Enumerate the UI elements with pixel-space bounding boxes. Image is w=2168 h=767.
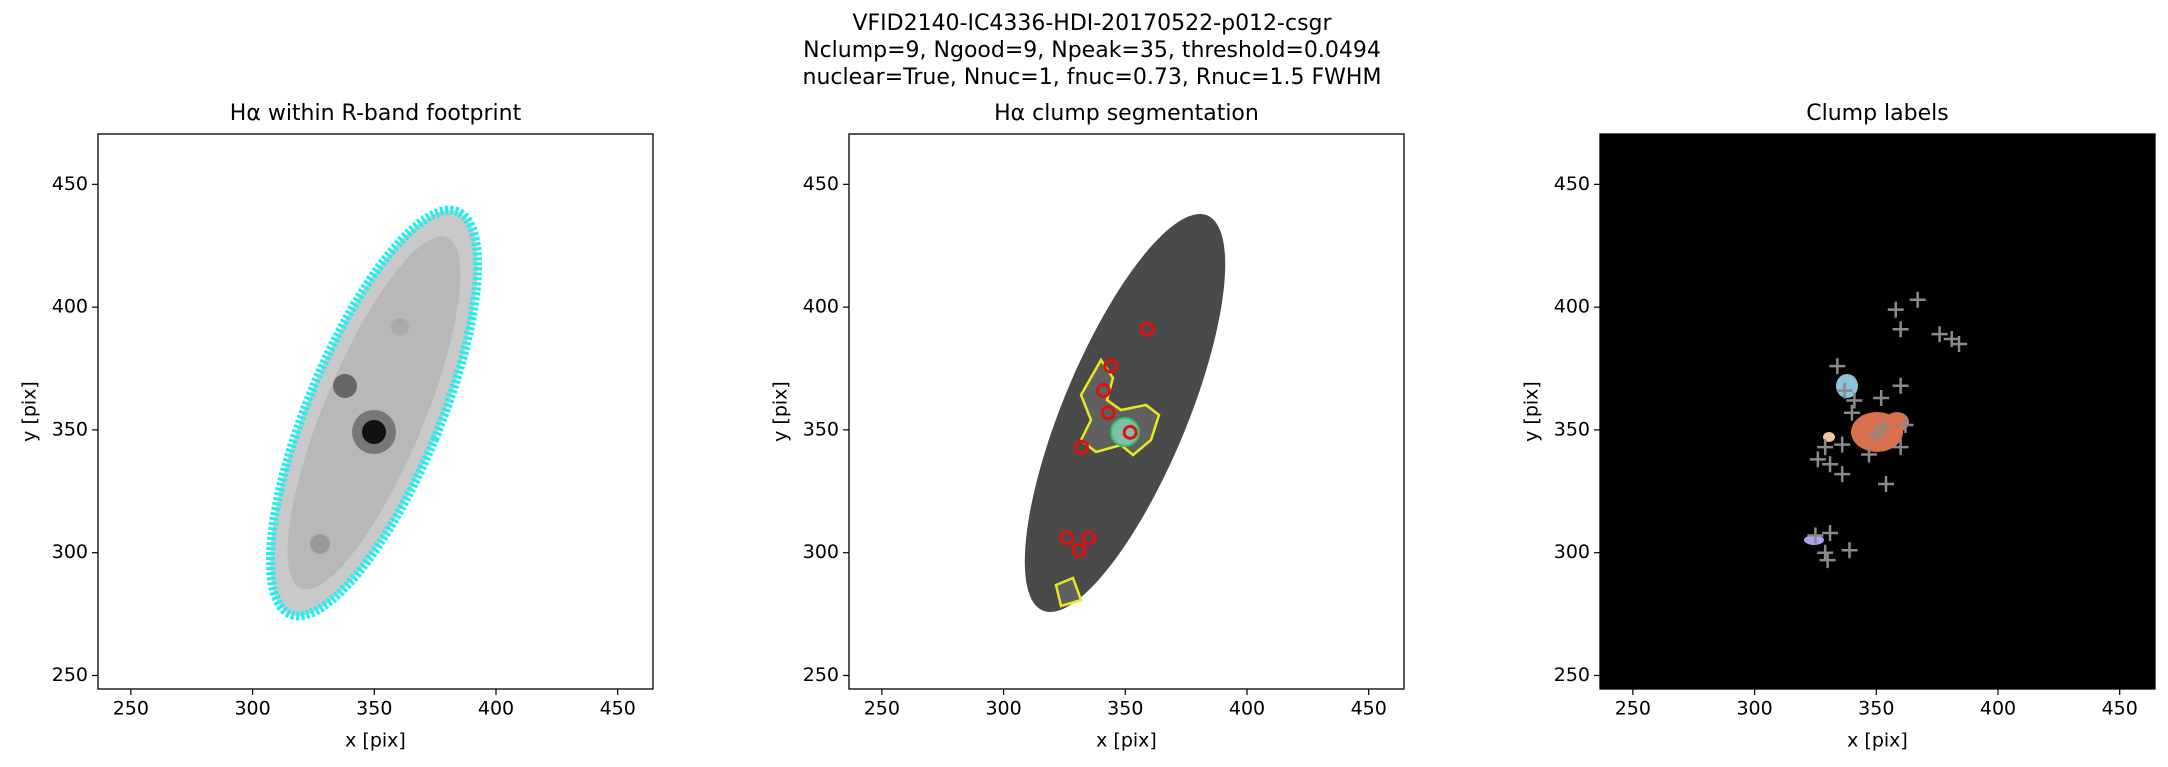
x-tick-label: 250 bbox=[1615, 698, 1651, 720]
x-tick-label: 350 bbox=[1858, 698, 1894, 720]
x-tick-label: 450 bbox=[2102, 698, 2138, 720]
peak-marker bbox=[1860, 446, 1877, 463]
peak-marker bbox=[1843, 404, 1860, 421]
y-tick-label: 250 bbox=[1554, 664, 1590, 686]
y-tick-label: 350 bbox=[1554, 418, 1590, 440]
clump-marker bbox=[1100, 405, 1116, 421]
clump-marker bbox=[1073, 439, 1089, 455]
x-tick-label: 400 bbox=[1980, 698, 2016, 720]
y-tick-label: 300 bbox=[803, 541, 839, 563]
axes-frame bbox=[97, 133, 654, 690]
peak-marker bbox=[1846, 392, 1863, 409]
peak-marker bbox=[1892, 321, 1909, 338]
peak-marker bbox=[1822, 456, 1839, 473]
y-tick-label: 350 bbox=[52, 418, 88, 440]
peak-marker bbox=[1834, 466, 1851, 483]
axes-frame bbox=[848, 133, 1405, 690]
peak-marker bbox=[1809, 451, 1826, 468]
clump-marker bbox=[1059, 530, 1075, 546]
y-tick-label: 250 bbox=[803, 664, 839, 686]
peak-marker bbox=[1873, 389, 1890, 406]
peak-marker bbox=[1834, 436, 1851, 453]
x-axis-label: x [pix] bbox=[1847, 730, 1908, 752]
image bbox=[1600, 134, 2155, 689]
x-tick-label: 300 bbox=[1736, 698, 1772, 720]
y-axis-label: y [pix] bbox=[1521, 381, 1543, 442]
peak-marker bbox=[1819, 552, 1836, 569]
y-axis-label: y [pix] bbox=[770, 381, 792, 442]
clump-marker bbox=[1095, 383, 1111, 399]
y-tick-label: 400 bbox=[1554, 296, 1590, 318]
peak-marker bbox=[1909, 291, 1926, 308]
x-tick-label: 400 bbox=[478, 698, 514, 720]
peak-marker bbox=[1892, 377, 1909, 394]
suptitle: Nclump=9, Ngood=9, Npeak=35, threshold=0… bbox=[803, 38, 1381, 63]
x-tick-label: 300 bbox=[234, 698, 270, 720]
y-tick-label: 450 bbox=[803, 173, 839, 195]
peak-marker bbox=[1817, 544, 1834, 561]
y-tick-label: 450 bbox=[1554, 173, 1590, 195]
panel-title: Hα within R-band footprint bbox=[230, 101, 522, 126]
clump-marker bbox=[1139, 321, 1155, 337]
suptitle: nuclear=True, Nnuc=1, fnuc=0.73, Rnuc=1.… bbox=[803, 65, 1382, 90]
y-tick-label: 400 bbox=[803, 296, 839, 318]
panel-title: Clump labels bbox=[1806, 101, 1948, 126]
x-axis-label: x [pix] bbox=[345, 730, 406, 752]
image bbox=[1024, 214, 1226, 612]
peak-marker bbox=[1868, 426, 1885, 443]
peak-marker bbox=[1897, 417, 1914, 434]
y-tick-label: 350 bbox=[803, 418, 839, 440]
peak-marker bbox=[1841, 542, 1858, 559]
clump-marker bbox=[1103, 358, 1119, 374]
panel-title: Hα clump segmentation bbox=[994, 101, 1259, 126]
x-tick-label: 250 bbox=[113, 698, 149, 720]
clump-marker bbox=[1081, 530, 1097, 546]
axes-frame bbox=[1599, 133, 2156, 690]
x-tick-label: 400 bbox=[1229, 698, 1265, 720]
peak-marker bbox=[1931, 326, 1948, 343]
y-tick-label: 300 bbox=[52, 541, 88, 563]
peak-marker bbox=[1951, 335, 1968, 352]
y-tick-label: 450 bbox=[52, 173, 88, 195]
x-axis-label: x [pix] bbox=[1096, 730, 1157, 752]
clump-marker bbox=[1071, 542, 1087, 558]
peak-marker bbox=[1887, 301, 1904, 318]
peak-marker bbox=[1836, 382, 1853, 399]
x-tick-label: 450 bbox=[600, 698, 636, 720]
y-tick-label: 400 bbox=[52, 296, 88, 318]
peak-marker bbox=[1875, 419, 1892, 436]
x-tick-label: 300 bbox=[985, 698, 1021, 720]
peak-marker bbox=[1822, 525, 1839, 542]
peak-marker bbox=[1829, 358, 1846, 375]
y-axis-label: y [pix] bbox=[19, 381, 41, 442]
image bbox=[265, 205, 483, 621]
x-tick-label: 350 bbox=[1107, 698, 1143, 720]
peak-marker bbox=[1878, 475, 1895, 492]
x-tick-label: 350 bbox=[356, 698, 392, 720]
x-tick-label: 450 bbox=[1351, 698, 1387, 720]
y-tick-label: 300 bbox=[1554, 541, 1590, 563]
y-tick-label: 250 bbox=[52, 664, 88, 686]
x-tick-label: 250 bbox=[864, 698, 900, 720]
suptitle: VFID2140-IC4336-HDI-20170522-p012-csgr bbox=[852, 11, 1332, 36]
peak-marker bbox=[1807, 527, 1824, 544]
peak-marker bbox=[1892, 439, 1909, 456]
peak-marker bbox=[1817, 439, 1834, 456]
clump-marker bbox=[1122, 424, 1138, 440]
